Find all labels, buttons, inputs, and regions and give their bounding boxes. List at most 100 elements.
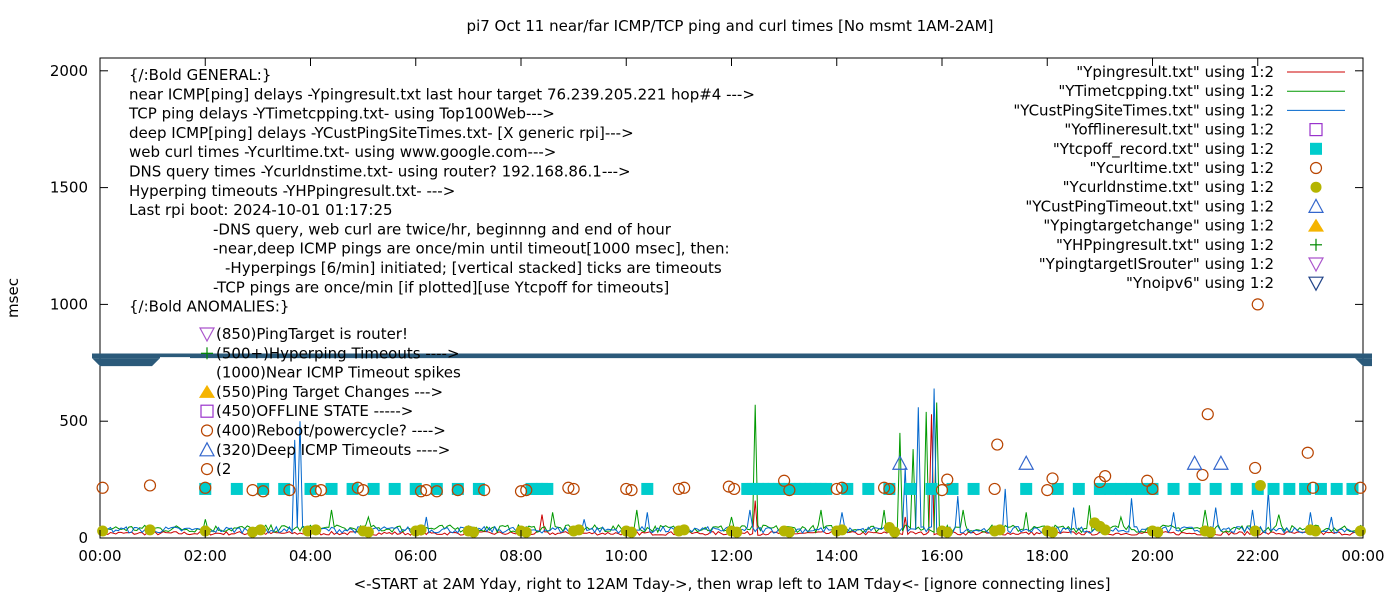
point-ycurltime (143, 479, 157, 492)
point-ytcpoff_record (1051, 482, 1064, 495)
annotation-general-line: -TCP pings are once/min [if plotted][use… (213, 278, 669, 296)
point-ycurltime (883, 482, 896, 496)
point-ycurltime (722, 480, 735, 493)
point-ytcpoff_record (1072, 482, 1085, 495)
point-ytcpoff_record (1020, 482, 1033, 495)
point-ytcpoff_record (967, 482, 980, 495)
point-ycurldnstime (783, 526, 795, 538)
x-tick-label: 14:00 (815, 547, 858, 565)
point-ycustpingtimeout (891, 454, 908, 470)
point-ycurltime (1201, 408, 1214, 421)
point-ycustpingtimeout (1212, 454, 1229, 470)
legend-label-ypingtargetisrouter: "YpingtargetISrouter" using 1:2 (1039, 255, 1274, 273)
annotation-anomaly-line: (850)PingTarget is router! (216, 325, 408, 343)
point-ycurltime (414, 485, 428, 498)
annotation-anomaly-line: (320)Deep ICMP Timeouts ----> (216, 441, 450, 459)
axis-break (92, 353, 1372, 368)
legend-label-ycurltime: "Ycurltime.txt" using 1:2 (1089, 159, 1274, 177)
point-ycurltime (1354, 481, 1367, 494)
annotation-anomaly-line: (450)OFFLINE STATE -----> (216, 402, 413, 420)
point-ycurldnstime (97, 525, 109, 537)
point-ycurltime (778, 474, 791, 487)
point-ycurltime (941, 473, 954, 486)
legend-swatch-ypingtargetchange (1308, 218, 1324, 232)
y-tick-label: 1500 (50, 179, 88, 197)
legend-swatch-ytcpoff_record (1310, 142, 1322, 155)
y-tick-label: 500 (59, 412, 88, 430)
x-tick-label: 06:00 (394, 547, 437, 565)
point-ycurltime (783, 484, 796, 497)
annotation-anomaly-line: (2 (216, 460, 231, 478)
annotation-marker-yofflineresult (200, 404, 214, 418)
point-ycurltime (678, 481, 691, 494)
point-ycurldnstime (1310, 525, 1322, 537)
point-ycurltime (430, 485, 443, 498)
point-ycurldnstime (1249, 525, 1261, 537)
point-ycurltime (1146, 482, 1159, 496)
y-tick-label: 1000 (50, 295, 88, 313)
x-tick-label: 00:00 (1341, 547, 1384, 565)
point-ytcpoff_record (925, 482, 938, 495)
legend-swatch-ynoipv6 (1307, 276, 1325, 292)
annotation-marker-ypingtargetchange (199, 384, 215, 398)
point-ycurldnstime (573, 524, 585, 536)
x-axis-label: <-START at 2AM Yday, right to 12AM Tday-… (354, 575, 1111, 593)
point-ycurldnstime (836, 524, 848, 536)
point-ycurltime (835, 481, 849, 494)
point-ycurltime (478, 484, 491, 497)
x-tick-label: 20:00 (1131, 547, 1174, 565)
legend-swatch-ycurltime (1309, 161, 1323, 175)
annotation-marker-ycurltime (200, 463, 214, 476)
point-ycurltime (351, 481, 364, 494)
point-ytcpoff_record (862, 482, 875, 495)
series-layer (96, 298, 1367, 538)
point-ycurltime (728, 482, 741, 496)
annotation-general-line: Last rpi boot: 2024-10-01 01:17:25 (129, 201, 393, 219)
point-ycurldnstime (1204, 526, 1216, 538)
point-ytcpoff_record (1167, 482, 1180, 495)
point-ytcpoff_record (820, 482, 833, 495)
point-ycurltime (1249, 461, 1262, 475)
point-ytcpoff_record (1314, 482, 1327, 495)
legend: "Ypingresult.txt" using 1:2"YTimetcpping… (1013, 63, 1345, 292)
chart-title: pi7 Oct 11 near/far ICMP/TCP ping and cu… (467, 17, 994, 35)
point-ytcpoff_record (1209, 482, 1222, 495)
point-ycurldnstime (310, 524, 322, 536)
point-ycurltime (1041, 484, 1054, 497)
y-tick-label: 2000 (50, 62, 88, 80)
point-ytcpoff_record (1188, 482, 1201, 495)
y-tick-label: 0 (78, 529, 88, 547)
point-ycurldnstime (415, 524, 427, 536)
annotation-general-line: web curl times -Ycurltime.txt- using www… (129, 143, 556, 161)
legend-label-yhppingresult: "YHPpingresult.txt" using 1:2 (1056, 236, 1274, 254)
point-ycustpingtimeout (1186, 454, 1203, 470)
x-tick-label: 16:00 (920, 547, 963, 565)
point-ycurltime (1301, 446, 1314, 459)
point-ytcpoff_record (1135, 482, 1148, 495)
annotation-marker-yhppingresult (201, 347, 213, 360)
point-ycurldnstime (255, 524, 267, 536)
x-tick-label: 18:00 (1026, 547, 1069, 565)
point-ytcpoff_record (257, 482, 270, 495)
point-ycurldnstime (468, 526, 480, 538)
point-ycurltime (991, 438, 1004, 451)
x-tick-label: 02:00 (184, 547, 227, 565)
point-ytcpoff_record (230, 482, 243, 495)
point-ycurltime (620, 482, 633, 496)
axis-break-notch-left (92, 358, 160, 367)
point-ytcpoff_record (1299, 482, 1312, 495)
annotation-general-line: -Hyperpings [6/min] initiated; [vertical… (225, 259, 722, 277)
point-ytcpoff_record (904, 482, 917, 495)
point-ycustpingtimeout (1018, 454, 1035, 470)
point-ycurltime (1099, 469, 1112, 483)
annotations: {/:Bold GENERAL:}near ICMP[ping] delays … (128, 66, 755, 478)
point-ycurltime (199, 481, 212, 494)
x-tick-label: 04:00 (289, 547, 332, 565)
point-ycurltime (988, 482, 1001, 496)
point-ytcpoff_record (1283, 482, 1296, 495)
legend-label-ytimetcpping: "YTimetcpping.txt" using 1:2 (1058, 82, 1274, 100)
y-axis-label: msec (4, 278, 22, 318)
point-ycurltime (1251, 298, 1264, 311)
point-ycurldnstime (1099, 524, 1111, 536)
point-ycurltime (672, 482, 685, 496)
